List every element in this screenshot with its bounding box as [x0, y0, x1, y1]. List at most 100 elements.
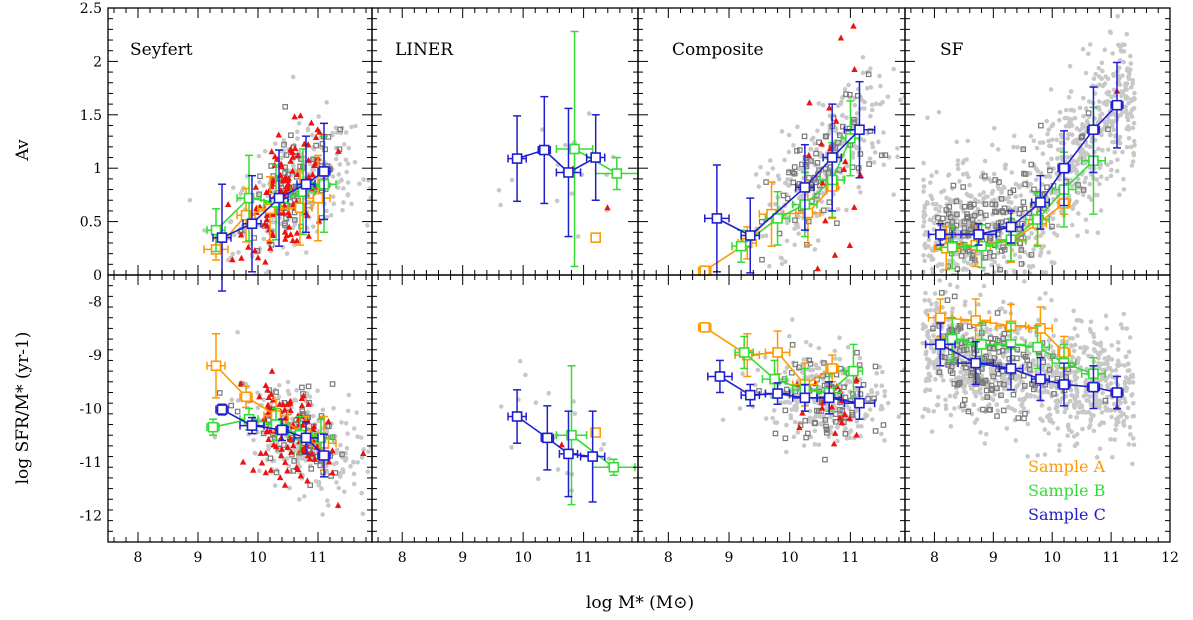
background-point — [383, 468, 388, 473]
background-point — [924, 200, 930, 205]
agn-triangle — [297, 112, 304, 119]
background-point — [964, 171, 970, 176]
data-point — [740, 197, 761, 274]
background-point — [921, 269, 926, 275]
background-square — [307, 446, 313, 453]
background-square — [1051, 391, 1057, 397]
background-point — [1106, 356, 1111, 361]
background-point — [1075, 333, 1080, 339]
agn-triangle — [265, 436, 272, 443]
background-point — [877, 364, 883, 370]
background-point — [1108, 436, 1113, 442]
background-point — [790, 317, 795, 322]
background-point — [601, 441, 607, 447]
agn-triangle — [309, 171, 316, 178]
background-point — [967, 310, 973, 316]
background-point — [1048, 384, 1054, 390]
background-square — [998, 196, 1005, 202]
background-square — [996, 349, 1002, 355]
background-point — [988, 327, 993, 333]
background-square — [813, 150, 819, 157]
background-point — [946, 304, 951, 309]
background-point — [555, 467, 561, 472]
background-square — [1018, 261, 1025, 267]
background-point — [1096, 355, 1101, 361]
background-point — [256, 153, 262, 159]
y-tick-label: -9 — [88, 348, 102, 364]
x-tick-label: 11 — [1102, 550, 1120, 566]
background-point — [1020, 397, 1025, 402]
background-square — [950, 182, 957, 189]
background-point — [1110, 123, 1115, 129]
background-point — [257, 179, 262, 185]
background-point — [1011, 144, 1016, 150]
data-point — [579, 410, 606, 503]
background-point — [255, 390, 260, 396]
background-point — [1046, 173, 1052, 179]
background-point — [932, 308, 938, 313]
background-point — [929, 173, 935, 178]
axis-ticks — [372, 7, 638, 276]
background-point — [792, 226, 797, 232]
background-point — [1084, 229, 1090, 234]
data-point — [1086, 365, 1101, 410]
background-square — [840, 123, 846, 130]
y-tick-label: 2 — [93, 54, 102, 70]
background-point — [846, 406, 852, 411]
background-point — [1074, 137, 1080, 142]
background-point — [1050, 216, 1056, 222]
background-square — [949, 219, 956, 225]
agn-triangle — [298, 402, 306, 409]
background-point — [1121, 311, 1127, 317]
background-point — [850, 155, 855, 160]
background-point — [791, 434, 797, 440]
background-point — [1054, 156, 1060, 161]
background-point — [940, 378, 946, 383]
background-point — [1103, 313, 1109, 319]
background-point — [925, 115, 930, 121]
background-point — [813, 362, 819, 368]
background-point — [1028, 133, 1034, 139]
agn-triangle — [277, 452, 285, 459]
background-point — [1001, 254, 1007, 260]
background-point — [958, 238, 964, 243]
y-axis-title-top: Av — [13, 139, 33, 162]
agn-triangle — [237, 231, 245, 238]
background-point — [1066, 132, 1071, 137]
background-point — [377, 176, 382, 181]
background-point — [932, 291, 938, 296]
background-point — [882, 389, 887, 394]
background-point — [1065, 115, 1071, 121]
background-point — [965, 290, 970, 295]
background-point — [1086, 99, 1092, 104]
background-point — [1055, 223, 1061, 229]
background-point — [339, 420, 344, 425]
background-point — [1123, 104, 1128, 110]
background-point — [1066, 427, 1072, 433]
background-point — [963, 390, 969, 395]
background-point — [947, 200, 953, 206]
background-square — [991, 355, 998, 361]
background-point — [235, 329, 240, 335]
background-point — [880, 369, 885, 375]
background-square — [960, 248, 966, 255]
y-tick-label: -10 — [79, 402, 102, 418]
background-point — [922, 388, 928, 394]
background-point — [230, 185, 236, 190]
background-point — [957, 219, 963, 224]
background-square — [1047, 167, 1053, 174]
background-point — [1126, 135, 1132, 141]
data-point — [825, 354, 839, 383]
agn-triangle — [291, 145, 299, 152]
background-point — [323, 463, 329, 469]
data-point — [924, 322, 956, 367]
background-point — [846, 379, 852, 384]
background-square — [987, 406, 993, 413]
background-point — [509, 177, 515, 183]
background-point — [1115, 13, 1121, 19]
background-square — [822, 417, 829, 423]
background-point — [881, 130, 886, 135]
panel-liner-bottom: 8 9 10 11 — [371, 274, 639, 566]
background-point — [962, 302, 968, 308]
